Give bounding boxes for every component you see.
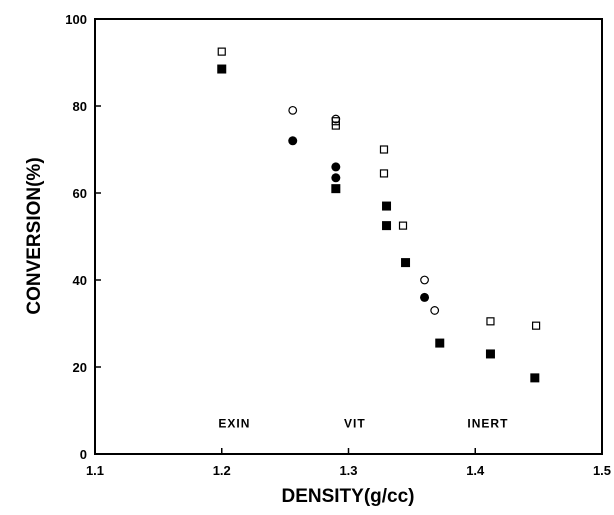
data-point-open-square (486, 317, 495, 326)
data-point-filled-square (530, 373, 540, 383)
region-labels: EXIN VIT INERT (218, 417, 508, 431)
x-tick-label: 1.4 (466, 463, 485, 478)
y-tick-label: 100 (65, 12, 87, 27)
data-point-filled-square (217, 64, 227, 74)
y-tick-label: 20 (73, 360, 87, 375)
data-point-open-square (331, 121, 340, 130)
data-point-filled-square (382, 201, 392, 211)
x-tick-label: 1.5 (593, 463, 611, 478)
y-tick-label: 40 (73, 273, 87, 288)
x-tick-label: 1.3 (339, 463, 357, 478)
data-points (217, 47, 541, 383)
data-point-open-circle (288, 105, 298, 115)
data-point-filled-square (485, 349, 495, 359)
data-point-filled-square (331, 184, 341, 194)
region-label-inert: INERT (467, 417, 508, 431)
region-label-vit: VIT (344, 417, 366, 431)
data-point-filled-square (435, 338, 445, 348)
region-label-exin: EXIN (218, 417, 250, 431)
data-point-open-circle (331, 114, 341, 124)
y-axis-title: CONVERSION(%) (24, 157, 45, 314)
data-point-open-square (217, 47, 226, 56)
y-tick-label: 60 (73, 186, 87, 201)
data-point-filled-circle (331, 162, 341, 172)
data-point-filled-square (401, 258, 411, 268)
y-tick-label: 80 (73, 99, 87, 114)
data-point-open-circle (430, 306, 440, 315)
x-tick-label: 1.2 (213, 463, 231, 478)
y-axis-ticks: 0 20 40 60 80 100 (65, 12, 101, 462)
data-point-open-square (398, 221, 408, 230)
data-point-open-square (379, 145, 389, 154)
x-axis-title: DENSITY(g/cc) (281, 486, 414, 507)
data-point-filled-circle (331, 173, 341, 183)
data-point-filled-circle (420, 292, 430, 302)
data-point-open-square (531, 321, 541, 330)
data-point-filled-circle (288, 136, 298, 146)
data-point-open-square (379, 169, 389, 178)
x-tick-label: 1.1 (86, 463, 104, 478)
plot-frame (94, 18, 603, 455)
y-tick-label: 0 (80, 447, 87, 462)
data-point-filled-square (382, 221, 392, 231)
x-axis-ticks: 1.1 1.2 1.3 1.4 1.5 (86, 448, 611, 478)
data-point-open-circle (420, 275, 429, 285)
